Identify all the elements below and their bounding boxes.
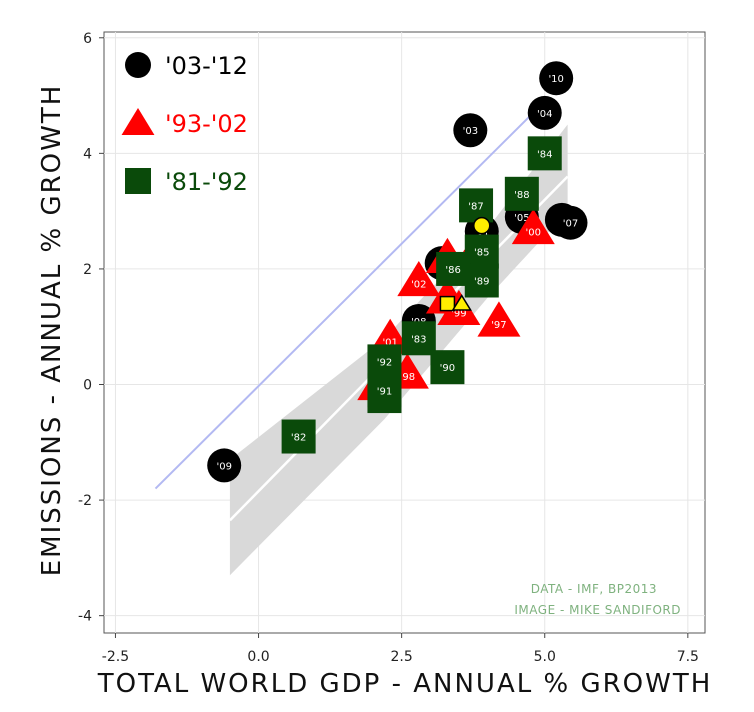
y-tick-label: 6: [83, 31, 92, 47]
data-point-square: [504, 176, 539, 211]
data-point-label: '09: [216, 461, 231, 472]
legend-marker-triangle: [121, 108, 155, 135]
data-point-label: '82: [291, 433, 306, 444]
data-point-circle: [453, 113, 488, 148]
data-point-label: '91: [377, 386, 392, 397]
data-point-label: '99: [451, 308, 466, 319]
data-point-square: [281, 419, 316, 454]
data-point-label: '07: [563, 219, 578, 230]
y-axis-ticks: -4 -2 0 2 4 6: [78, 31, 104, 625]
legend-label: '81-'92: [165, 168, 248, 196]
data-point-label: '00: [526, 227, 541, 238]
y-tick-label: 2: [83, 262, 92, 278]
data-point-label: '97: [491, 320, 506, 331]
data-point-label: '86: [445, 265, 460, 276]
data-point-label: '88: [514, 190, 529, 201]
x-axis-title: TOTAL WORLD GDP - ANNUAL % GROWTH: [97, 669, 713, 699]
credit-image: IMAGE - MIKE SANDIFORD: [514, 603, 681, 617]
data-point-circle: [207, 448, 242, 483]
highlight-point-circle: [473, 216, 491, 235]
data-point-label: '92: [377, 357, 392, 368]
grid-lines: [104, 32, 705, 633]
x-tick-label: 2.5: [391, 649, 413, 665]
x-tick-label: -2.5: [102, 649, 129, 665]
y-axis-title: EMISSIONS - ANNUAL % GROWTH: [37, 84, 67, 577]
x-tick-label: 5.0: [534, 649, 556, 665]
highlight-point-triangle: [451, 294, 472, 311]
data-point-triangle: [511, 208, 555, 245]
highlight-point-square: [439, 295, 456, 312]
data-point-square: [459, 188, 494, 223]
legend-marker-circle: [125, 52, 151, 78]
data-point-square: [464, 263, 499, 298]
data-point-square: [527, 136, 562, 171]
data-point-square: [367, 344, 402, 379]
credit-data: DATA - IMF, BP2013: [531, 582, 657, 596]
data-point-square: [401, 321, 436, 356]
legend-label: '03-'12: [165, 52, 248, 80]
y-tick-label: -4: [78, 609, 92, 625]
data-point-label: '05: [514, 213, 529, 224]
data-point-square: [430, 350, 465, 385]
data-point-label: '87: [468, 201, 483, 212]
data-point-label: '98: [400, 372, 415, 383]
data-point-label: '01: [382, 337, 397, 348]
data-point-label: '83: [411, 334, 426, 345]
x-tick-label: 0.0: [247, 649, 269, 665]
data-point-label: '02: [411, 279, 426, 290]
data-point-circle: [539, 61, 574, 96]
y-tick-label: 4: [83, 146, 92, 162]
reference-line: [154, 100, 546, 490]
data-point-label: '89: [474, 276, 489, 287]
data-point-triangle: [477, 301, 521, 337]
legend-marker-square: [125, 168, 151, 194]
data-point-square: [367, 373, 402, 408]
legend: '03-'12 '93-'02 '81-'92: [121, 52, 248, 196]
data-point-label: '85: [474, 248, 489, 259]
legend-label: '93-'02: [165, 110, 248, 138]
data-point-square: [436, 251, 471, 286]
data-points: '03'04'05'06'07'08'09'10'11'12'93'94'95'…: [207, 61, 588, 483]
y-tick-label: -2: [78, 493, 92, 509]
data-point-circle: [527, 95, 562, 130]
data-point-square: [464, 234, 499, 269]
data-point-circle: [553, 205, 588, 240]
data-point-label: '90: [440, 363, 455, 374]
data-point-label: '03: [463, 126, 478, 137]
data-point-triangle: [397, 260, 441, 297]
data-point-label: '04: [537, 109, 552, 120]
x-tick-label: 7.5: [677, 649, 699, 665]
data-point-label: '10: [548, 74, 563, 85]
y-tick-label: 0: [83, 378, 92, 394]
data-point-label: '84: [537, 149, 552, 160]
x-axis-ticks: -2.5 0.0 2.5 5.0 7.5: [102, 633, 699, 665]
